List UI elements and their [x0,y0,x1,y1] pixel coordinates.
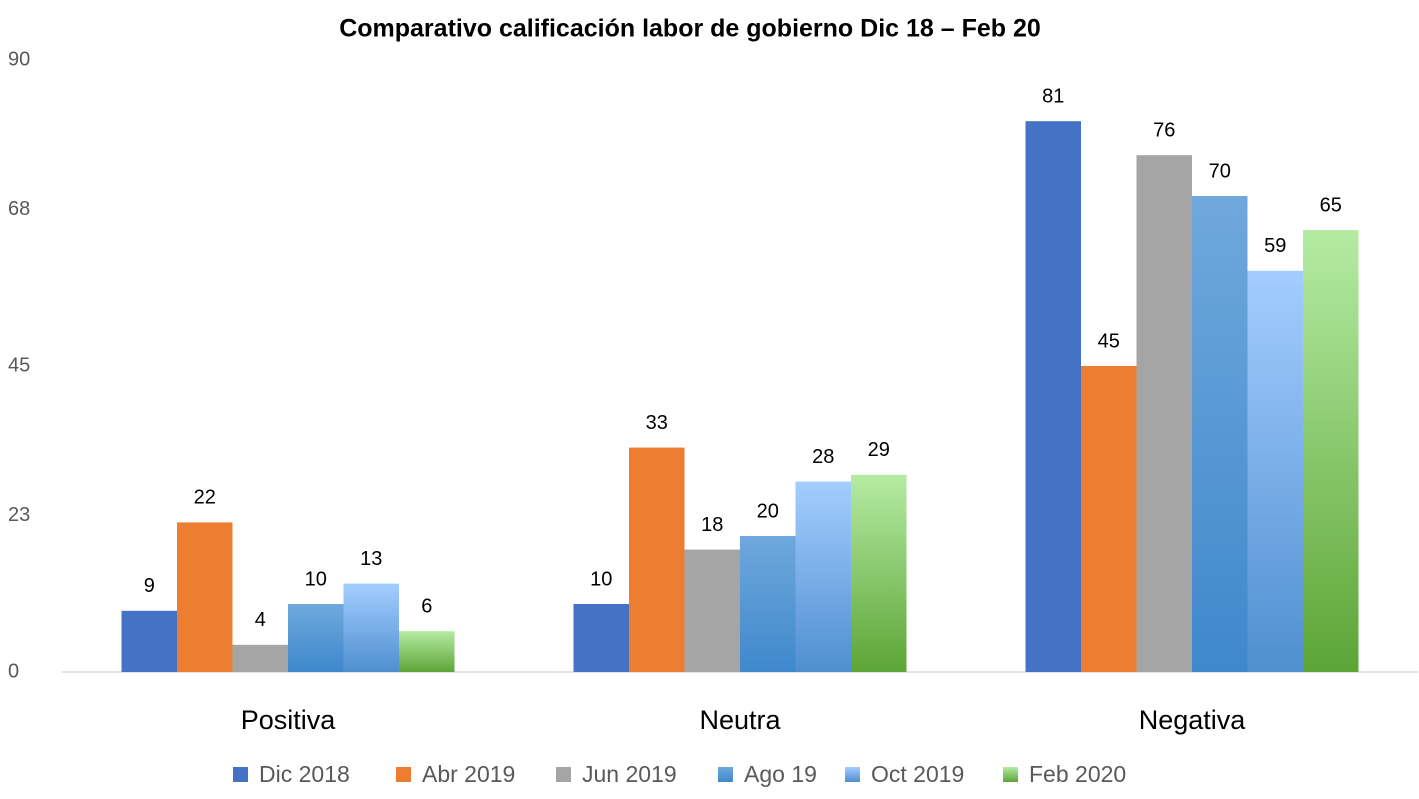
bar [1081,366,1137,672]
legend-label: Oct 2019 [871,761,964,787]
data-label: 10 [590,568,612,590]
legend-label: Jun 2019 [582,761,677,787]
y-tick-label: 68 [8,198,30,220]
data-label: 6 [421,595,432,617]
bar [795,481,851,672]
y-tick-label: 0 [8,660,19,682]
legend-swatch [845,767,860,782]
bar [1025,121,1081,672]
bar [399,631,455,672]
data-label: 45 [1098,330,1120,352]
data-label: 28 [812,446,834,468]
data-label: 33 [646,412,668,434]
data-label: 10 [305,568,327,590]
bar [740,536,796,672]
bar [288,604,344,672]
y-tick-label: 90 [8,48,30,70]
y-tick-label: 45 [8,354,30,376]
legend-swatch [1003,767,1018,782]
legend-swatch [556,767,571,782]
bar [851,474,907,672]
bar [684,549,740,672]
x-tick-label: Negativa [1139,705,1247,735]
data-label: 70 [1209,160,1231,182]
bar [1136,155,1192,672]
data-label: 20 [757,500,779,522]
bar [232,644,288,672]
data-label: 81 [1042,85,1064,107]
data-label: 9 [144,575,155,597]
bar [629,447,685,672]
bar [177,522,233,672]
legend-swatch [233,767,248,782]
data-label: 76 [1153,119,1175,141]
legend-swatch [718,767,733,782]
data-label: 4 [255,609,266,631]
data-label: 59 [1264,235,1286,257]
x-tick-label: Positiva [241,705,337,735]
chart-title: Comparativo calificación labor de gobier… [339,15,1041,43]
data-label: 29 [868,439,890,461]
legend-label: Abr 2019 [422,761,515,787]
bar [121,610,177,672]
bar [1247,270,1303,672]
y-tick-label: 23 [8,504,30,526]
data-label: 65 [1320,194,1342,216]
data-label: 22 [194,487,216,509]
bar [1303,230,1359,672]
legend-label: Dic 2018 [259,761,350,787]
legend-label: Ago 19 [744,761,817,787]
x-tick-label: Neutra [699,705,781,735]
bar [1192,196,1248,672]
legend-swatch [396,767,411,782]
bar [343,583,399,672]
data-label: 18 [701,514,723,536]
legend-label: Feb 2020 [1029,761,1126,787]
bar [573,604,629,672]
data-label: 13 [360,548,382,570]
